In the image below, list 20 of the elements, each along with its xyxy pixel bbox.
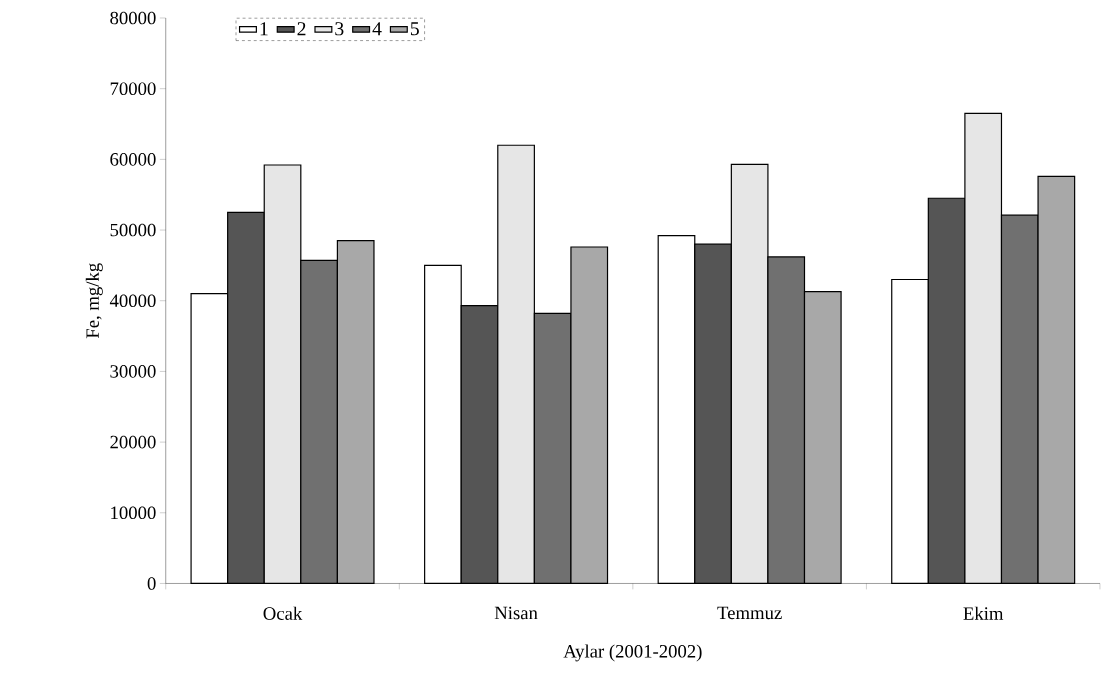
x-tick-label: Nisan [494,606,538,620]
x-axis-title: Aylar (2001-2002) [563,644,702,662]
legend-label: 3 [335,21,344,36]
y-tick-label: 50000 [110,223,156,237]
y-tick-label: 30000 [110,364,156,378]
legend-label: 1 [260,21,268,35]
y-tick-label: 20000 [110,435,156,449]
y-tick-label: 0 [147,576,156,590]
y-axis-title: Fe, mg/kg [85,262,103,338]
y-tick-label: 70000 [110,82,156,95]
legend-label: 5 [410,22,419,36]
y-tick-label: 10000 [111,506,156,519]
x-tick-label: Temmuz [717,606,782,619]
y-tick-label: 60000 [110,152,156,166]
legend-label: 2 [297,21,306,35]
x-tick-label: Ocak [263,606,303,620]
legend-label: 4 [372,21,382,35]
x-tick-label: Ekim [963,606,1004,620]
y-tick-label: 80000 [110,11,156,25]
y-tick-label: 40000 [109,294,156,307]
